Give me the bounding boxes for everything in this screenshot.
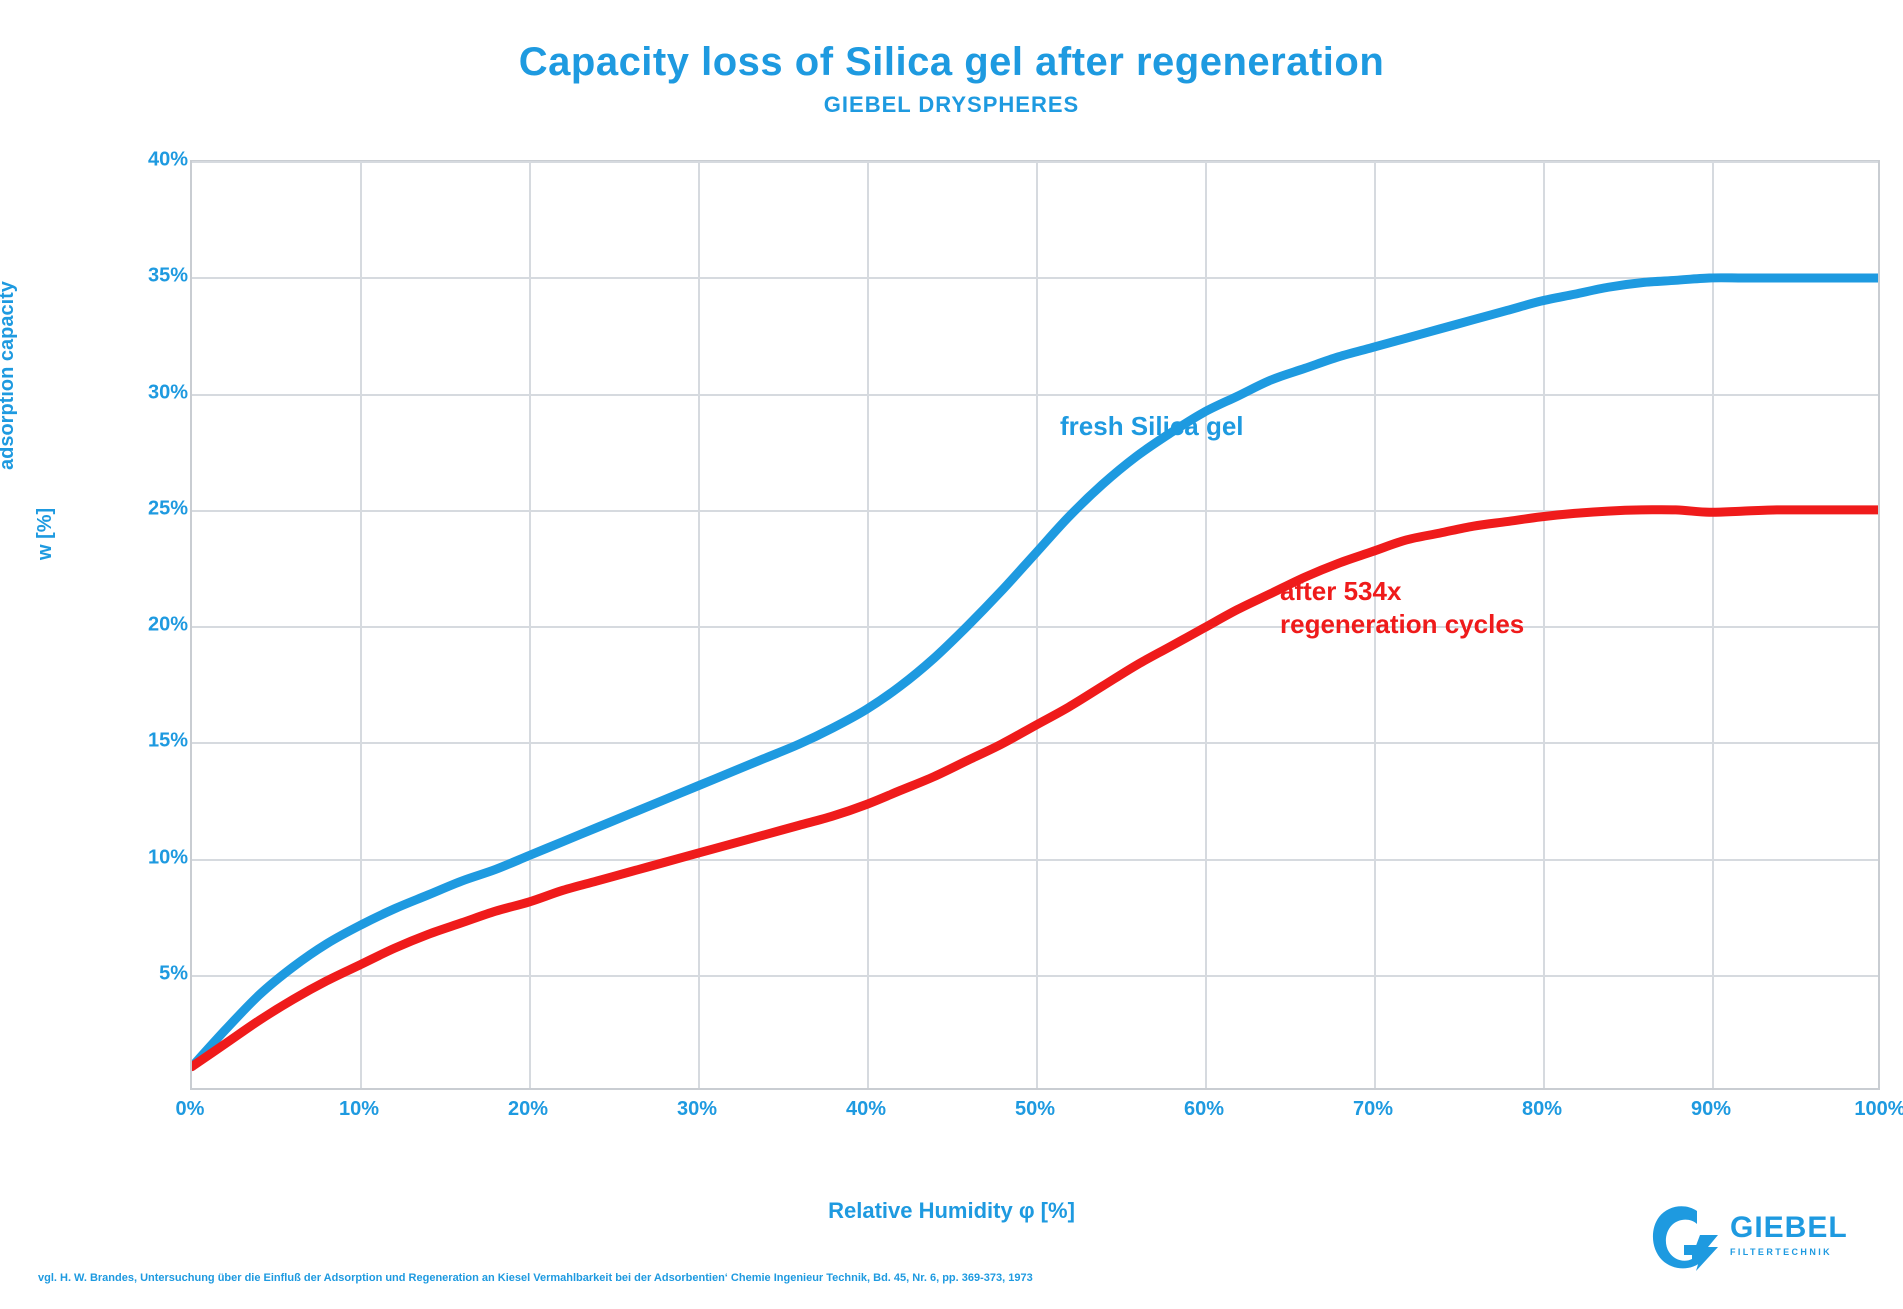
gridline-vertical [1036, 162, 1038, 1088]
gridline-horizontal [192, 277, 1878, 280]
grid-lines [192, 161, 1878, 1088]
gridline-vertical [360, 162, 362, 1088]
x-axis-tick-label: 100% [1854, 1098, 1903, 1120]
x-axis-tick-label: 90% [1690, 1098, 1732, 1120]
chart-subtitle: GIEBEL DRYSPHERES [823, 92, 1080, 117]
plot-area [190, 160, 1880, 1090]
gridline-horizontal [192, 742, 1878, 745]
y-axis-tick-label: 30% [147, 381, 188, 403]
x-axis-tick-label: 0% [175, 1098, 205, 1120]
y-axis-unit: w [%] [34, 507, 56, 560]
y-axis-title: adsorption capacity [0, 281, 18, 470]
giebel-logo-text: GIEBEL FILTERTECHNIK [1730, 1211, 1848, 1258]
footnote-citation: vgl. H. W. Brandes, Untersuchung über di… [38, 1272, 1033, 1284]
gridline-horizontal [192, 626, 1878, 628]
y-axis-tick-label: 20% [147, 613, 188, 636]
x-axis-tick-label: 70% [1352, 1098, 1394, 1120]
series-label-fresh-silica-gel: fresh Silica gel [1060, 411, 1244, 441]
gridline-vertical [1374, 162, 1376, 1088]
logo-brand-name: GIEBEL [1730, 1211, 1848, 1244]
series-curves [192, 273, 1878, 1072]
giebel-g-mark-icon [1652, 1206, 1718, 1271]
logo-tagline: FILTERTECHNIK [1730, 1247, 1833, 1257]
gridline-vertical [529, 162, 531, 1088]
x-axis-tick-label: 80% [1521, 1098, 1563, 1120]
y-axis-tick-label: 35% [147, 264, 188, 287]
gridline-horizontal [192, 161, 1878, 163]
x-axis-tick-label: 60% [1183, 1098, 1225, 1120]
gridline-horizontal [192, 393, 1878, 396]
chart-title: Capacity loss of Silica gel after regene… [518, 40, 1385, 84]
series-line-after-regeneration [192, 505, 1878, 1072]
y-axis-tick-label: 25% [147, 497, 188, 520]
gridline-vertical [1712, 162, 1714, 1088]
x-axis-title: Relative Humidity φ [%] [828, 1198, 1075, 1223]
x-axis-tick-label: 20% [507, 1098, 549, 1120]
gridline-vertical [1543, 162, 1545, 1088]
gridline-horizontal [192, 858, 1878, 861]
y-axis-tick-label: 5% [159, 962, 188, 985]
gridline-horizontal [192, 509, 1878, 512]
y-axis-tick-label: 15% [147, 729, 188, 752]
series-label-after-regeneration: after 534x regeneration cycles [1280, 576, 1525, 639]
x-axis-tick-label: 40% [845, 1098, 887, 1120]
series-line-fresh-silica-gel [192, 273, 1878, 1072]
x-axis-tick-label: 30% [676, 1098, 718, 1120]
y-axis-tick-label: 40% [147, 148, 188, 171]
gridline-vertical [698, 162, 700, 1088]
x-axis-tick-label: 10% [338, 1098, 380, 1120]
gridline-horizontal [192, 974, 1878, 977]
x-axis-tick-label: 50% [1014, 1098, 1056, 1120]
giebel-logo: GIEBEL FILTERTECHNIK [1650, 1205, 1875, 1280]
y-axis-tick-label: 10% [147, 846, 188, 868]
gridline-vertical [867, 162, 869, 1088]
